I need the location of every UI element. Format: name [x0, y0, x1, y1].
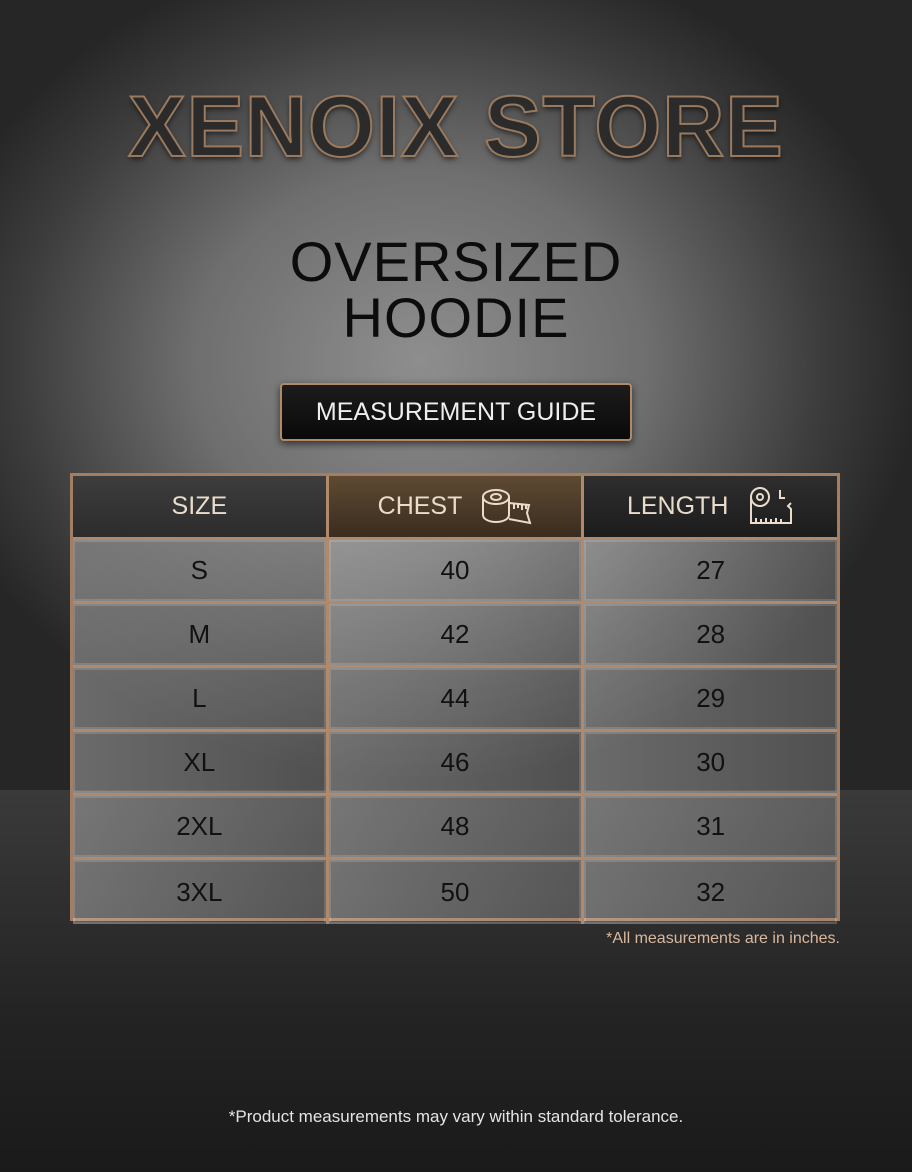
cell-length: 27: [584, 540, 838, 601]
product-title: OVERSIZED HOODIE: [0, 234, 912, 346]
product-title-line1: OVERSIZED: [289, 230, 623, 293]
table-row: 3XL 50 32: [73, 860, 838, 924]
size-chart-table: SIZE CHEST LENGTH S 40 27 M 42 28 L 44 29 XL 46 30 2…: [70, 473, 840, 924]
header-label: LENGTH: [626, 492, 729, 520]
tape-measure-length-icon: [746, 486, 794, 527]
header-length: LENGTH: [584, 476, 838, 537]
cell-length: 32: [584, 860, 838, 924]
cell-size: L: [73, 668, 329, 729]
header-label: SIZE: [171, 492, 228, 520]
cell-length: 31: [584, 796, 838, 857]
header-label: CHEST: [377, 492, 463, 520]
header-size: SIZE: [73, 476, 329, 537]
footer-note: *Product measurements may vary within st…: [228, 1107, 684, 1126]
measurement-guide-badge: MEASUREMENT GUIDE: [280, 383, 632, 441]
cell-chest: 50: [328, 860, 585, 924]
product-title-line2: HOODIE: [342, 286, 570, 349]
cell-length: 29: [584, 668, 838, 729]
cell-size: S: [73, 540, 329, 601]
table-row: 2XL 48 31: [73, 796, 838, 860]
cell-size: 2XL: [73, 796, 329, 857]
cell-chest: 42: [328, 604, 585, 665]
cell-chest: 44: [328, 668, 585, 729]
cell-size: 3XL: [73, 860, 329, 924]
table-row: XL 46 30: [73, 732, 838, 796]
cell-chest: 40: [328, 540, 585, 601]
table-row: S 40 27: [73, 540, 838, 604]
cell-length: 30: [584, 732, 838, 793]
brand-logo: XENOIX STORE: [127, 78, 784, 176]
cell-size: M: [73, 604, 329, 665]
cell-chest: 48: [328, 796, 585, 857]
cell-size: XL: [73, 732, 329, 793]
tape-measure-icon: [480, 487, 532, 527]
cell-length: 28: [584, 604, 838, 665]
cell-chest: 46: [328, 732, 585, 793]
floor-background: [0, 790, 912, 1172]
table-row: M 42 28: [73, 604, 838, 668]
units-note: *All measurements are in inches.: [606, 930, 840, 947]
table-header-row: SIZE CHEST LENGTH: [73, 476, 838, 540]
header-chest: CHEST: [328, 476, 585, 537]
table-row: L 44 29: [73, 668, 838, 732]
